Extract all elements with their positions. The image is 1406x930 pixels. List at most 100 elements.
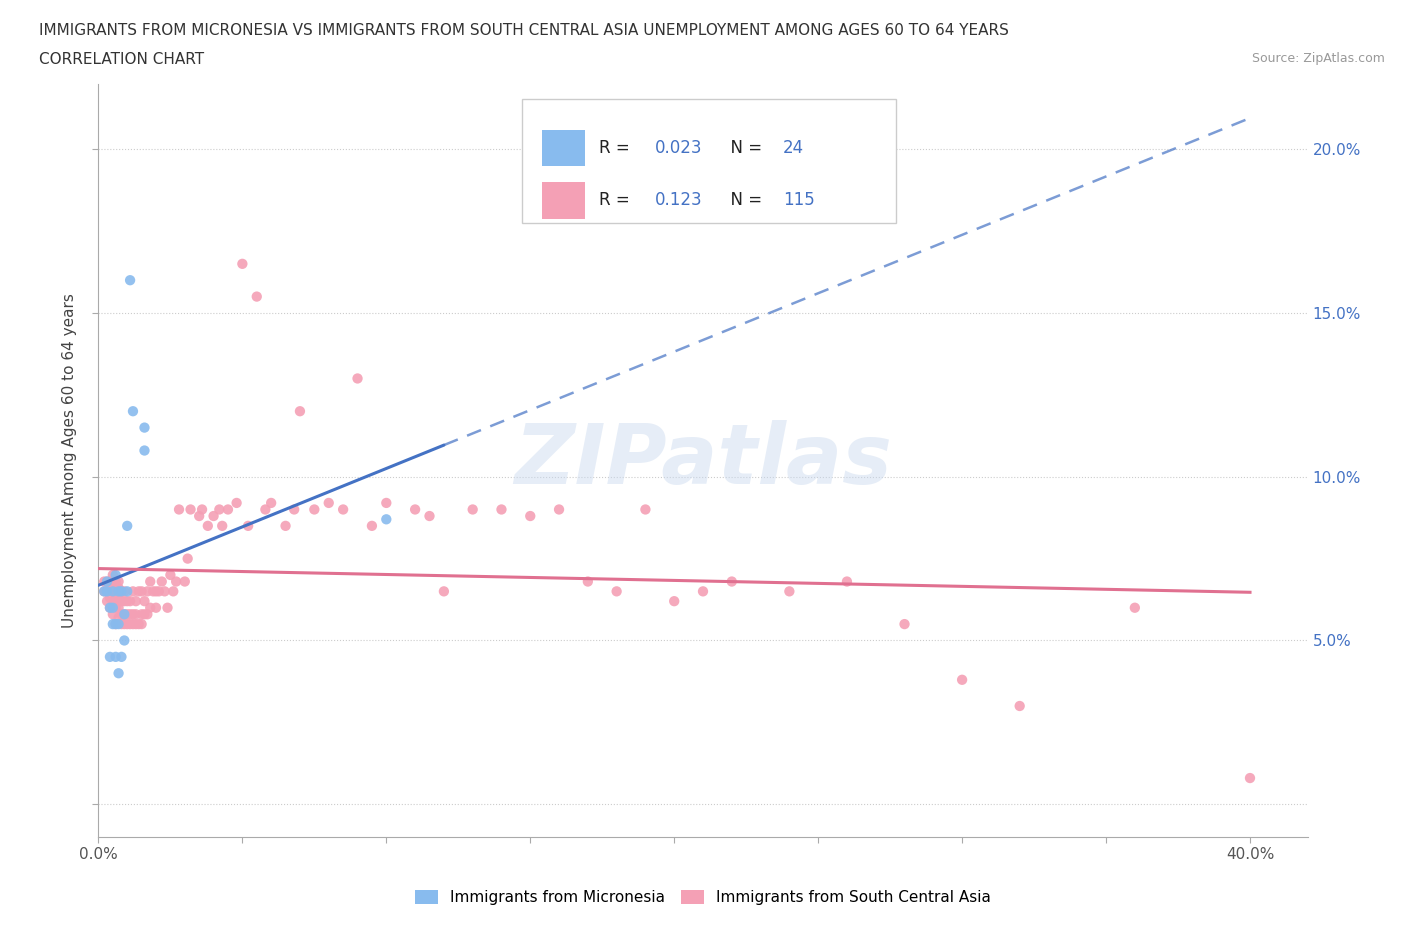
Point — [225, 496, 247, 511]
Point — [93, 584, 115, 599]
Point — [134, 593, 156, 608]
Point — [231, 257, 253, 272]
Y-axis label: Unemployment Among Ages 60 to 64 years: Unemployment Among Ages 60 to 64 years — [62, 293, 77, 628]
Point — [112, 607, 135, 622]
Point — [548, 502, 571, 517]
Point — [191, 502, 214, 517]
Point — [104, 617, 127, 631]
Point — [283, 502, 305, 517]
Point — [692, 584, 714, 599]
Point — [101, 617, 124, 631]
Point — [131, 617, 153, 631]
Point — [101, 584, 124, 599]
Point — [98, 591, 121, 605]
Point — [148, 584, 170, 599]
Point — [188, 509, 211, 524]
Point — [112, 633, 135, 648]
Point — [107, 584, 129, 599]
Point — [375, 512, 398, 526]
Point — [98, 600, 121, 615]
Point — [236, 518, 259, 533]
Point — [304, 502, 326, 517]
Point — [145, 584, 167, 599]
Point — [115, 584, 138, 599]
Point — [893, 617, 915, 631]
Point — [125, 593, 148, 608]
Point — [101, 578, 124, 592]
Point — [288, 404, 311, 418]
Point — [104, 617, 127, 631]
Point — [156, 600, 179, 615]
Point — [115, 518, 138, 533]
Point — [153, 584, 176, 599]
Text: R =: R = — [599, 139, 636, 157]
Point — [107, 591, 129, 605]
Point — [122, 617, 145, 631]
Point — [131, 607, 153, 622]
Point — [98, 580, 121, 595]
Point — [634, 502, 657, 517]
Point — [110, 584, 132, 599]
Point — [110, 607, 132, 622]
Text: 0.023: 0.023 — [655, 139, 702, 157]
Point — [107, 617, 129, 631]
Point — [835, 574, 858, 589]
Point — [165, 574, 187, 589]
Point — [136, 607, 159, 622]
Point — [361, 518, 384, 533]
FancyBboxPatch shape — [543, 129, 585, 166]
Point — [120, 617, 142, 631]
Point — [254, 502, 277, 517]
Point — [112, 617, 135, 631]
Point — [96, 593, 118, 608]
Point — [150, 574, 173, 589]
Point — [110, 593, 132, 608]
Point — [145, 600, 167, 615]
Point — [461, 502, 484, 517]
Point — [101, 593, 124, 608]
Point — [122, 404, 145, 418]
Point — [159, 567, 181, 582]
Point — [101, 567, 124, 582]
Point — [110, 617, 132, 631]
Point — [162, 584, 184, 599]
Point — [136, 584, 159, 599]
Point — [1239, 771, 1261, 786]
Point — [96, 584, 118, 599]
Point — [96, 574, 118, 589]
Point — [115, 617, 138, 631]
Point — [332, 502, 354, 517]
Text: 0.123: 0.123 — [655, 192, 702, 209]
Point — [107, 610, 129, 625]
Text: IMMIGRANTS FROM MICRONESIA VS IMMIGRANTS FROM SOUTH CENTRAL ASIA UNEMPLOYMENT AM: IMMIGRANTS FROM MICRONESIA VS IMMIGRANTS… — [39, 23, 1010, 38]
Point — [104, 649, 127, 664]
Point — [122, 607, 145, 622]
Point — [211, 518, 233, 533]
Point — [139, 574, 162, 589]
Point — [346, 371, 368, 386]
Point — [606, 584, 628, 599]
Point — [122, 584, 145, 599]
Point — [104, 574, 127, 589]
Point — [104, 600, 127, 615]
Text: R =: R = — [599, 192, 640, 209]
Point — [131, 584, 153, 599]
Point — [98, 649, 121, 664]
Point — [96, 584, 118, 599]
Point — [107, 574, 129, 589]
Point — [104, 567, 127, 582]
Point — [107, 666, 129, 681]
Point — [375, 496, 398, 511]
Point — [101, 600, 124, 615]
Point — [134, 607, 156, 622]
Point — [217, 502, 239, 517]
Point — [433, 584, 456, 599]
Point — [176, 551, 198, 566]
Point — [173, 574, 195, 589]
Point — [107, 600, 129, 615]
Point — [112, 593, 135, 608]
Point — [404, 502, 426, 517]
Point — [318, 496, 340, 511]
Point — [110, 649, 132, 664]
Point — [98, 600, 121, 615]
